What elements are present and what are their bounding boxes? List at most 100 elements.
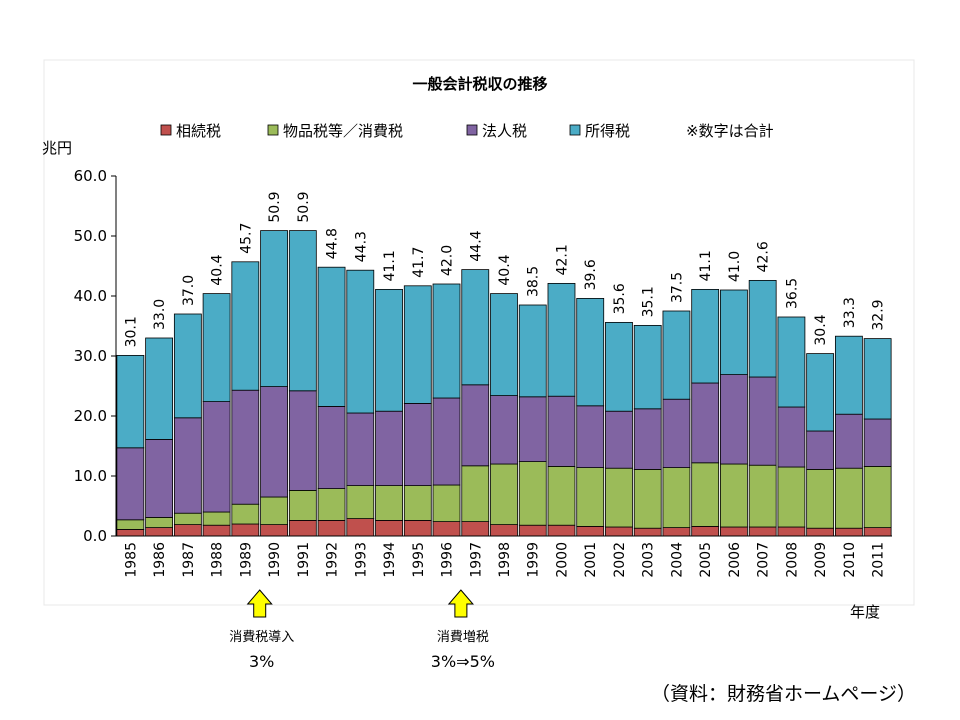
bar-segment [432, 521, 461, 537]
bar-segment [576, 405, 605, 468]
bar-segment [231, 389, 260, 505]
bar-segment [691, 462, 720, 527]
bar-segment [490, 463, 518, 525]
bar-segment [547, 465, 576, 526]
x-tick-label: 1995 [411, 542, 427, 578]
bar-segment [403, 520, 432, 537]
total-labels: 30.1 33.0 37.0 40.4 45.7 50.9 50.9 44.8 44.3 41.1… [123, 191, 886, 347]
x-tick-label: 1994 [382, 542, 398, 578]
bar-segment [231, 523, 260, 537]
bar-segment [173, 313, 202, 419]
bar-segment [202, 511, 231, 526]
bar-segment [806, 430, 835, 470]
legend-swatch [569, 124, 581, 136]
x-tick-label: 1996 [440, 542, 456, 578]
total-label: 41.0 [727, 251, 743, 282]
bar-segment [605, 526, 633, 537]
total-label: 50.9 [267, 191, 283, 222]
chart-title: 一般会計税収の推移 [412, 75, 547, 93]
bar-segment [375, 410, 403, 487]
bar-segment [547, 395, 576, 467]
total-label: 41.1 [382, 250, 398, 281]
y-tick-label: 20.0 [74, 407, 107, 425]
x-tick-label: 2009 [813, 542, 829, 578]
total-label: 42.6 [756, 241, 772, 272]
annotation-label: 消費税導入 [229, 630, 294, 645]
bar-segment [576, 526, 605, 537]
bar-segment [461, 269, 490, 386]
bar-segment [748, 526, 777, 537]
total-label: 44.4 [468, 230, 484, 261]
total-label: 40.4 [210, 254, 226, 285]
bar-segment [777, 406, 806, 468]
x-tick-label: 1991 [296, 542, 312, 578]
bar-segment [863, 527, 892, 537]
legend-label: 物品税等／消費税 [283, 122, 403, 140]
y-tick-label: 10.0 [74, 467, 107, 485]
legend-label: 相続税 [176, 122, 221, 140]
x-tick-label: 1989 [238, 542, 254, 578]
x-tick-label: 2008 [784, 542, 800, 578]
bar-segment [375, 520, 403, 537]
bar-segment [317, 488, 346, 521]
legend-label: 法人税 [482, 122, 527, 140]
bar-segment [748, 279, 777, 378]
bar-segment [576, 297, 605, 407]
x-tick-label: 1992 [325, 542, 341, 578]
bar-segment [662, 310, 691, 400]
y-tick-label: 0.0 [83, 527, 107, 545]
bar-segment [173, 512, 202, 526]
x-axis: 1985 1986 1987 1988 1989 1990 1991 1992 1993 1994… [116, 535, 892, 578]
total-label: 36.5 [784, 278, 800, 309]
bar-segment [518, 304, 547, 398]
total-label: 32.9 [871, 299, 887, 330]
x-tick-label: 2006 [727, 542, 743, 578]
bar-segment [518, 396, 547, 462]
bar-segment [288, 520, 317, 537]
bar-segment [403, 485, 432, 521]
bar-segment [806, 353, 835, 432]
x-tick-label: 2003 [641, 542, 657, 578]
bar-segment [662, 527, 691, 537]
bar-segment [260, 496, 288, 526]
bar-segment [834, 335, 863, 415]
bar-segment [346, 412, 375, 486]
bar-segment [260, 386, 288, 498]
bar-segment [633, 527, 662, 537]
total-label: 44.3 [353, 231, 369, 262]
x-tick-label: 1987 [181, 542, 197, 578]
bar-segment [432, 397, 461, 486]
bar-segment [691, 526, 720, 537]
bar-segment [863, 338, 892, 420]
total-label: 41.7 [411, 247, 427, 278]
total-label: 41.1 [698, 250, 714, 281]
bar-segment [720, 289, 748, 375]
bar-segment [317, 266, 346, 407]
bar-segment [403, 285, 432, 404]
bar-segment [834, 413, 863, 469]
total-label: 37.0 [181, 275, 197, 306]
bar-segment [633, 408, 662, 470]
bar-segment [432, 484, 461, 522]
y-axis: 0.0 10.0 20.0 30.0 40.0 50.0 60.0 [74, 167, 117, 545]
bar-segment [605, 467, 633, 528]
bar-segment [260, 524, 288, 537]
annotation-sub: 3% [249, 652, 274, 671]
chart-area-border [43, 59, 915, 606]
bar-segment [834, 467, 863, 529]
bar-segment [346, 269, 375, 414]
x-tick-label: 2010 [842, 542, 858, 578]
annotation-label: 消費増税 [437, 630, 489, 645]
total-label: 30.1 [123, 316, 139, 347]
x-tick-label: 1993 [353, 542, 369, 578]
bar-segment [116, 354, 145, 449]
bar-segment [605, 321, 633, 412]
bar-segment [317, 405, 346, 489]
bar-segment [231, 503, 260, 525]
total-label: 44.8 [325, 228, 341, 259]
bar-segment [288, 489, 317, 521]
x-axis-label: 年度 [850, 603, 880, 621]
legend-swatch [267, 124, 279, 136]
bar-segment [691, 288, 720, 384]
y-tick-label: 50.0 [74, 227, 107, 245]
